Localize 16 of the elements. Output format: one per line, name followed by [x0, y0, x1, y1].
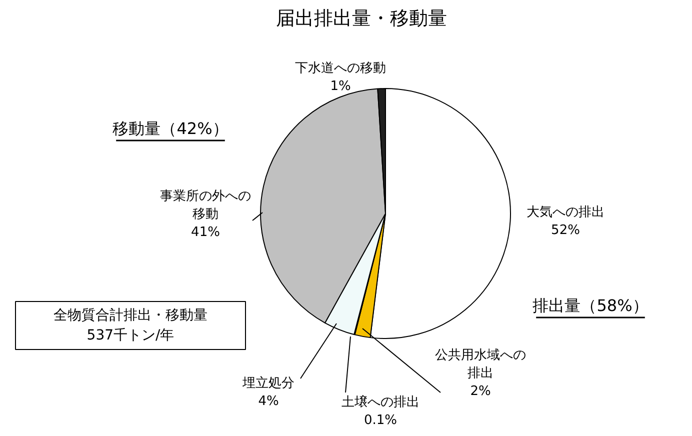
data-label: 52% — [551, 223, 580, 238]
data-label: 4% — [258, 394, 279, 409]
text: 移動量（42%） — [112, 119, 228, 138]
data-label: 2% — [470, 384, 491, 399]
data-label: 41% — [191, 225, 220, 240]
slice-label: 下水道への移動 — [295, 61, 386, 76]
data-label: 0.1% — [364, 413, 398, 428]
text: 全物質合計排出・移動量 537千トン/年 — [54, 308, 208, 344]
chart-title: 届出排出量・移動量 — [276, 8, 447, 30]
data-label: 1% — [330, 79, 351, 94]
slice-label: 事業所の外への移動 — [160, 189, 251, 222]
slice-label: 土壌への排出 — [342, 394, 420, 410]
slice-label: 大気への排出 — [526, 205, 604, 220]
slice-label: 埋立処分 — [242, 375, 294, 391]
slice-label: 公共用水域への排出 — [435, 348, 526, 381]
text: 排出量（58%） — [532, 296, 648, 315]
